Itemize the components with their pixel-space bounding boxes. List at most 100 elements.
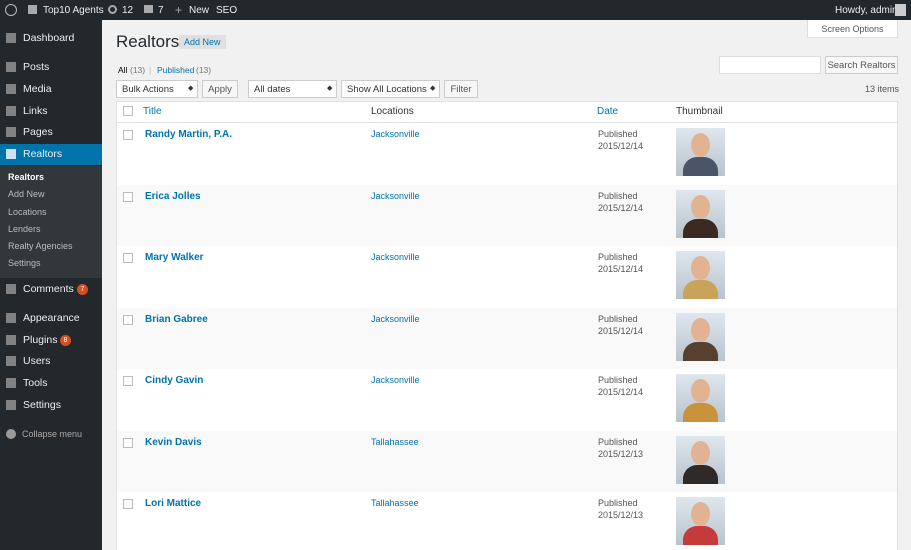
checkbox[interactable]	[123, 253, 133, 263]
realtor-name[interactable]: Kevin Davis	[145, 436, 202, 448]
submenu-item[interactable]: Realtors	[8, 172, 45, 182]
checkbox[interactable]	[123, 130, 133, 140]
location-link[interactable]: Jacksonville	[371, 252, 420, 262]
row	[117, 184, 897, 246]
menu-item[interactable]: Links	[23, 105, 48, 117]
locations-select[interactable]: Show All Locations	[341, 80, 440, 98]
wp-logo[interactable]	[5, 4, 17, 16]
menu-badge: 7	[77, 284, 88, 295]
view-published[interactable]: Published	[157, 65, 195, 75]
menu-icon	[6, 400, 16, 410]
apply-button[interactable]: Apply	[202, 80, 238, 98]
row	[117, 123, 897, 185]
location-link[interactable]: Jacksonville	[371, 313, 420, 324]
realtor-name[interactable]: Mary Walker	[145, 252, 204, 263]
checkbox[interactable]	[123, 191, 133, 202]
location-link[interactable]: Jacksonville	[371, 375, 420, 385]
menu-badge: 8	[60, 335, 71, 346]
menu-icon	[6, 62, 16, 72]
menu-item[interactable]: Media	[23, 83, 52, 95]
checkbox[interactable]	[123, 437, 133, 448]
thumb-body	[683, 280, 718, 299]
submenu-item[interactable]: Realty Agencies	[8, 241, 73, 251]
row	[117, 246, 897, 308]
location-link[interactable]: Tallahassee	[371, 498, 419, 508]
realtor-name[interactable]: Lori Mattice	[145, 498, 202, 509]
search-button[interactable]: Search Realtors	[825, 56, 898, 74]
bulk-actions-select[interactable]: Bulk Actions	[116, 80, 198, 98]
menu-item[interactable]: Posts	[23, 61, 50, 73]
post-date: 2015/12/14	[598, 264, 644, 274]
view-all-count: (13)	[130, 65, 146, 75]
screen-options[interactable]: Screen Options	[807, 20, 898, 38]
post-date: 2015/12/14	[598, 387, 644, 397]
thumb-head	[691, 440, 710, 465]
menu-item[interactable]: Comments	[23, 283, 74, 295]
checkbox[interactable]	[123, 376, 133, 386]
submenu-item[interactable]: Add New	[8, 189, 45, 199]
column-header: Locations	[371, 106, 414, 117]
post-date: 2015/12/14	[598, 325, 644, 336]
column-header: Thumbnail	[676, 106, 723, 117]
menu-item[interactable]: Realtors	[23, 148, 63, 160]
menu-item[interactable]: Users	[23, 355, 51, 367]
realtor-name[interactable]: Brian Gabree	[145, 313, 208, 325]
menu-icon	[6, 149, 16, 159]
checkbox[interactable]	[123, 314, 133, 325]
post-status: Published	[598, 190, 638, 201]
sep: |	[149, 65, 152, 75]
row	[117, 307, 897, 369]
new-link[interactable]: New	[189, 5, 210, 16]
comments-count[interactable]: 7	[158, 5, 164, 16]
menu-item[interactable]: Plugins	[23, 334, 58, 346]
realtor-name[interactable]: Randy Martin, P.A.	[145, 129, 233, 140]
updates-count[interactable]: 12	[122, 5, 134, 16]
menu-item[interactable]: Dashboard	[23, 32, 75, 44]
add-new-button[interactable]: Add New	[179, 35, 226, 49]
items-count: 13 items	[865, 84, 900, 94]
realtor-name[interactable]: Cindy Gavin	[145, 375, 204, 386]
seo-link[interactable]: SEO	[216, 5, 238, 16]
menu-icon	[6, 335, 16, 345]
post-status: Published	[598, 129, 638, 139]
menu-item[interactable]: Settings	[23, 399, 61, 411]
comments-icon	[144, 5, 153, 13]
menu-item[interactable]: Pages	[23, 126, 53, 138]
submenu-item[interactable]: Lenders	[8, 224, 41, 234]
post-status: Published	[598, 498, 638, 508]
checkbox[interactable]	[123, 106, 133, 116]
dates-select[interactable]: All dates	[248, 80, 337, 98]
location-link[interactable]: Jacksonville	[371, 129, 420, 139]
home-icon	[28, 5, 37, 14]
thumb-head	[691, 379, 710, 403]
submenu-item[interactable]: Locations	[8, 207, 47, 217]
page-title: Realtors	[116, 32, 180, 51]
view-all[interactable]: All	[118, 65, 128, 75]
location-link[interactable]: Jacksonville	[371, 190, 420, 201]
location-link[interactable]: Tallahassee	[371, 436, 419, 447]
filter-button[interactable]: Filter	[444, 80, 478, 98]
thumb-head	[691, 256, 710, 280]
search-input[interactable]	[719, 56, 821, 74]
collapse-icon[interactable]	[6, 429, 16, 439]
checkbox[interactable]	[123, 499, 133, 509]
thumb-body	[683, 526, 718, 545]
site-name[interactable]: Top10 Agents	[43, 5, 104, 16]
thumb-body	[683, 157, 718, 176]
column-header[interactable]: Date	[597, 106, 619, 117]
post-date: 2015/12/13	[598, 448, 644, 459]
submenu-bg	[0, 166, 102, 278]
submenu-item[interactable]: Settings	[8, 258, 41, 268]
menu-icon	[6, 127, 16, 137]
realtor-name[interactable]: Erica Jolles	[145, 190, 201, 202]
row	[117, 369, 897, 431]
post-status: Published	[598, 252, 638, 262]
menu-icon	[6, 84, 16, 94]
howdy[interactable]: Howdy, admin	[835, 5, 898, 16]
updates-icon	[108, 5, 117, 14]
collapse-menu[interactable]: Collapse menu	[22, 429, 83, 439]
menu-item[interactable]: Appearance	[23, 312, 80, 324]
column-header[interactable]: Title	[143, 106, 162, 117]
menu-item[interactable]: Tools	[23, 377, 48, 389]
